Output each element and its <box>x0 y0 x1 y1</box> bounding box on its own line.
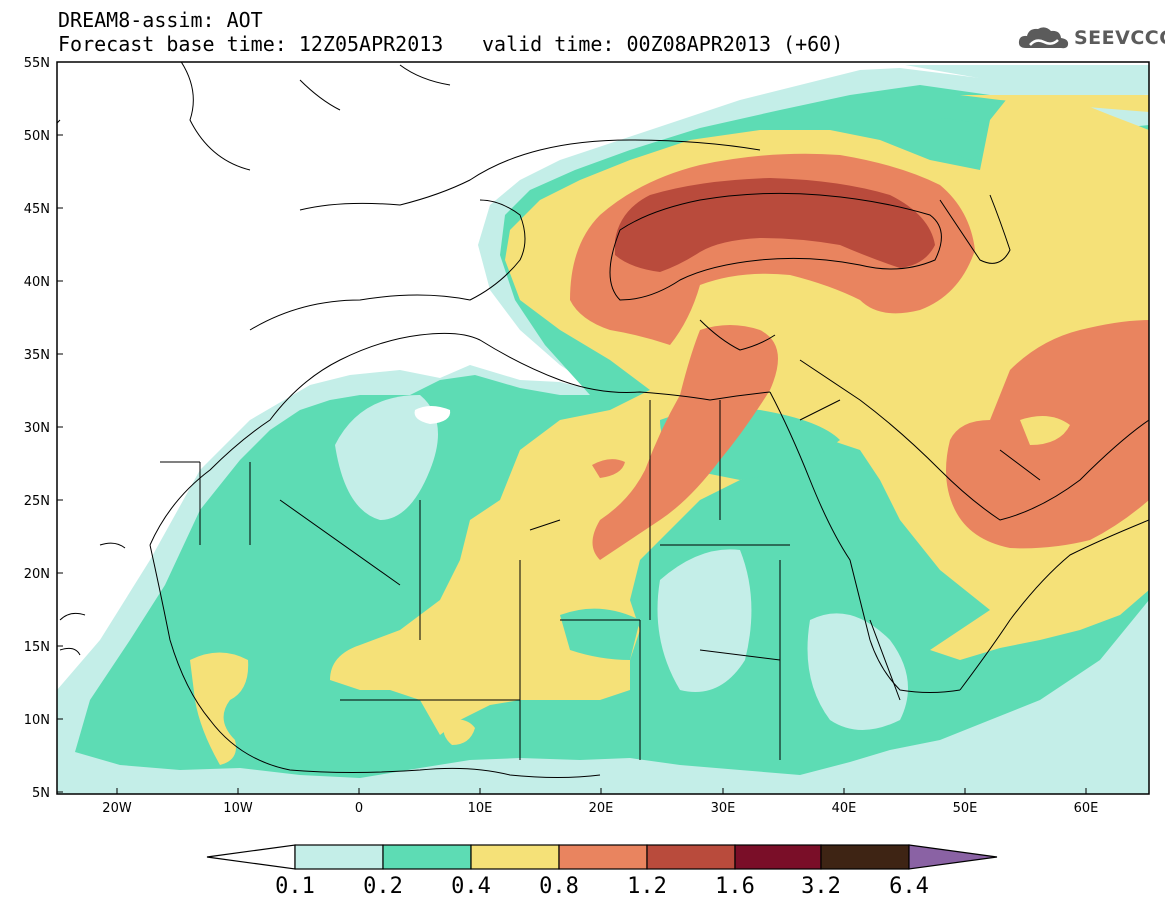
lon-label: 10E <box>468 801 493 816</box>
colorbar-arrow-right <box>908 844 998 870</box>
colorbar-label: 0.4 <box>451 874 491 899</box>
logo-text: SEEVCCC <box>1074 27 1165 49</box>
lat-label: 40N <box>24 275 50 290</box>
map-frame <box>56 61 1150 795</box>
lon-label: 10W <box>223 801 253 816</box>
axis-ticks <box>57 61 1087 794</box>
lat-label: 25N <box>24 494 50 509</box>
lat-label: 50N <box>24 129 50 144</box>
lon-label: 20W <box>102 801 132 816</box>
lat-label: 20N <box>24 567 50 582</box>
lon-label: 50E <box>953 801 978 816</box>
colorbar-segment <box>470 844 560 870</box>
colorbar <box>206 844 998 870</box>
colorbar-label: 3.2 <box>801 874 841 899</box>
latitude-labels: 55N 50N 45N 40N 35N 30N 25N 20N 15N 10N … <box>24 56 50 801</box>
lat-label: 55N <box>24 56 50 71</box>
lat-label: 45N <box>24 202 50 217</box>
forecast-base-time: Forecast base time: 12Z05APR2013 <box>58 32 444 56</box>
aot-contours <box>57 62 1149 794</box>
lat-label: 10N <box>24 713 50 728</box>
lon-label: 60E <box>1074 801 1099 816</box>
colorbar-labels: 0.1 0.2 0.4 0.8 1.2 1.6 3.2 6.4 <box>275 874 929 899</box>
colorbar-segment <box>734 844 822 870</box>
lon-label: 30E <box>711 801 736 816</box>
colorbar-label: 0.2 <box>363 874 403 899</box>
longitude-labels: 20W 10W 0 10E 20E 30E 40E 50E 60E <box>102 801 1098 816</box>
colorbar-segment <box>558 844 648 870</box>
colorbar-label: 6.4 <box>889 874 929 899</box>
colorbar-segment <box>382 844 472 870</box>
lon-label: 20E <box>589 801 614 816</box>
lat-label: 15N <box>24 640 50 655</box>
colorbar-segment <box>646 844 736 870</box>
lat-label: 35N <box>24 348 50 363</box>
cloud-icon <box>1018 27 1069 49</box>
seevccc-logo: SEEVCCC <box>1016 24 1165 54</box>
colorbar-label: 1.2 <box>627 874 667 899</box>
lon-label: 40E <box>832 801 857 816</box>
lon-label: 0 <box>355 801 363 816</box>
valid-time: valid time: 00Z08APR2013 (+60) <box>482 32 844 56</box>
map-title: DREAM8-assim: AOT <box>58 8 263 32</box>
lat-label: 5N <box>32 786 50 801</box>
colorbar-label: 0.1 <box>275 874 315 899</box>
colorbar-label: 0.8 <box>539 874 579 899</box>
lat-label: 30N <box>24 421 50 436</box>
colorbar-segment <box>820 844 910 870</box>
colorbar-arrow-left <box>206 844 296 870</box>
colorbar-label: 1.6 <box>715 874 755 899</box>
colorbar-segment <box>294 844 384 870</box>
coastlines <box>57 62 1149 778</box>
